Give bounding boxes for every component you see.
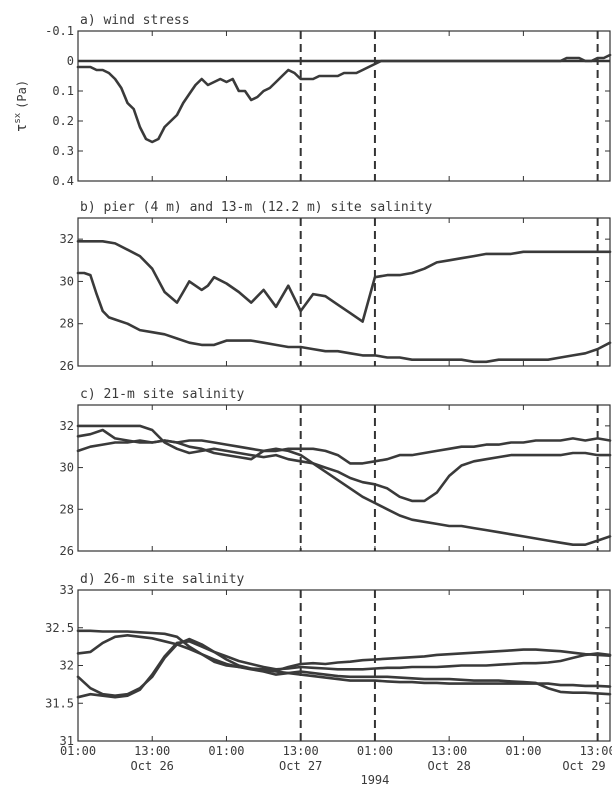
y-axis-label-symbol: τ — [14, 124, 30, 132]
y-tick-label: 30 — [60, 274, 74, 288]
panel-title: c) 21-m site salinity — [80, 387, 245, 402]
y-tick-label: 28 — [60, 317, 74, 331]
plot-frame — [77, 404, 611, 552]
x-tick-label: 13:00 — [134, 744, 170, 758]
series-line-3 — [76, 640, 612, 699]
y-tick-label: 32 — [60, 232, 74, 246]
y-tick-label: 26 — [60, 544, 74, 558]
series-line-0 — [76, 424, 612, 546]
y-tick-label: -0.1 — [45, 24, 74, 38]
y-tick-label: 32 — [60, 419, 74, 433]
panel-2: c) 21-m site salinity 26 28 30 32 — [60, 387, 612, 558]
y-tick-label: 0.1 — [52, 84, 74, 98]
x-tick-label: 01:00 — [357, 744, 393, 758]
y-tick-label: 0 — [67, 54, 74, 68]
panels: a) wind stress -0.1 0 0.1 0.2 0.3 0.4 τsx (Pa) b)… — [13, 13, 612, 748]
panel-title: a) wind stress — [80, 13, 190, 28]
panel-title: b) pier (4 m) and 13-m (12.2 m) site sal… — [80, 200, 432, 215]
y-tick-label: 31 — [60, 734, 74, 748]
y-tick-label: 33 — [60, 583, 74, 597]
year-label: 1994 — [360, 773, 389, 787]
y-axis-label-superscript: sx — [13, 112, 23, 123]
date-label: Oct 29 — [562, 759, 605, 773]
y-tick-label: 32 — [60, 659, 74, 673]
x-tick-label: 13:00 — [431, 744, 467, 758]
y-tick-label: 30 — [60, 461, 74, 475]
plot-frame — [77, 217, 611, 367]
x-tick-label: 01:00 — [505, 744, 541, 758]
y-tick-label: 0.2 — [52, 114, 74, 128]
x-tick-label: 13:00 — [580, 744, 612, 758]
y-tick-label: 32.5 — [45, 621, 74, 635]
y-tick-label: 0.4 — [52, 174, 74, 188]
date-label: Oct 28 — [427, 759, 470, 773]
y-tick-label: 31.5 — [45, 696, 74, 710]
y-tick-label: 26 — [60, 359, 74, 373]
series-line-2 — [76, 437, 612, 465]
panel-3: d) 26-m site salinity 31 31.5 32 32.5 33 — [45, 572, 612, 748]
y-tick-label: 28 — [60, 502, 74, 516]
series-line-0 — [76, 53, 612, 144]
y-tick-label: 0.3 — [52, 144, 74, 158]
date-label: Oct 27 — [279, 759, 322, 773]
panel-title: d) 26-m site salinity — [80, 572, 245, 587]
series-line-1 — [76, 634, 612, 673]
date-label: Oct 26 — [131, 759, 174, 773]
y-axis-label-unit: (Pa) — [15, 80, 29, 109]
x-axis: 01:00 13:00 01:00 13:00 01:00 13:00 01:00 13:00… — [60, 744, 612, 787]
panel-1: b) pier (4 m) and 13-m (12.2 m) site sal… — [60, 200, 612, 373]
series-line-1 — [76, 271, 612, 364]
series-line-0 — [76, 629, 612, 696]
x-tick-label: 13:00 — [283, 744, 319, 758]
plot-frame — [77, 30, 611, 182]
panel-0: a) wind stress -0.1 0 0.1 0.2 0.3 0.4 τsx (Pa) — [13, 13, 612, 188]
x-tick-label: 01:00 — [208, 744, 244, 758]
series-line-0 — [76, 240, 612, 323]
x-tick-label: 01:00 — [60, 744, 96, 758]
y-axis-label: τsx (Pa) — [13, 80, 30, 132]
